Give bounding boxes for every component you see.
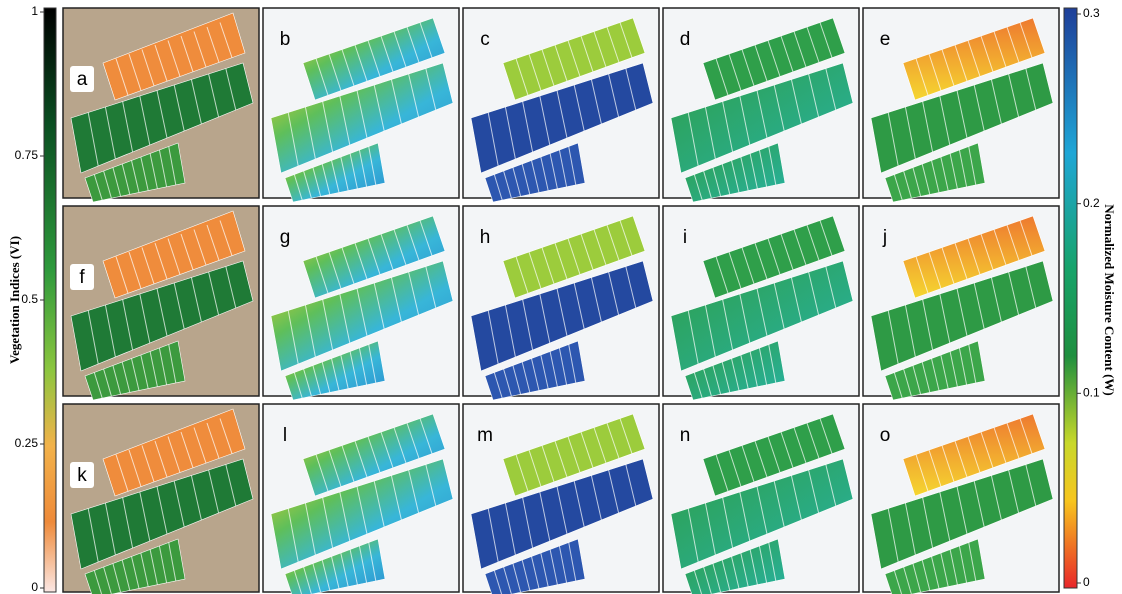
panel: h xyxy=(463,206,659,400)
panel: o xyxy=(863,404,1059,594)
vi-label: Vegetation Indices (VI) xyxy=(7,236,22,364)
panel: l xyxy=(263,404,459,594)
panel-letter: o xyxy=(880,425,891,446)
tick-label: 0.25 xyxy=(15,436,39,450)
panel-letter: j xyxy=(882,227,887,248)
tick-label: 0.3 xyxy=(1083,6,1100,20)
panel-letter: a xyxy=(77,69,88,90)
panel: a xyxy=(63,8,259,202)
panel-letter: i xyxy=(683,227,687,248)
panel: f xyxy=(63,206,259,400)
panel-letter: c xyxy=(480,29,490,50)
figure: Vegetation Indices (VI) Normalized Moist… xyxy=(0,0,1122,594)
panel-letter: m xyxy=(477,425,493,446)
panel-letter: e xyxy=(880,29,891,50)
panel: g xyxy=(263,206,459,400)
panel-letter: d xyxy=(680,29,691,50)
vi-colorbar xyxy=(44,8,56,592)
tick-label: 0.5 xyxy=(21,292,38,306)
tick-label: 0.75 xyxy=(15,148,39,162)
panel: i xyxy=(663,206,859,400)
panel-letter: k xyxy=(77,465,87,486)
panel-letter: b xyxy=(280,29,291,50)
panel: k xyxy=(63,404,259,594)
panel-letter: l xyxy=(283,425,287,446)
tick-label: 0.1 xyxy=(1083,386,1100,400)
panel-letter: g xyxy=(280,227,291,248)
panel: b xyxy=(263,8,459,202)
panel-letter: n xyxy=(680,425,691,446)
panel-letter: f xyxy=(79,267,85,288)
tick-label: 0 xyxy=(1083,575,1090,589)
w-colorbar xyxy=(1064,8,1077,588)
panel: n xyxy=(663,404,859,594)
panel: d xyxy=(663,8,859,202)
w-label: Normalized Moisture Content (W) xyxy=(1102,204,1117,395)
tick-label: 1 xyxy=(31,4,38,18)
panel-letter: h xyxy=(480,227,491,248)
panel: m xyxy=(463,404,659,594)
panel: c xyxy=(463,8,659,202)
tick-label: 0.2 xyxy=(1083,196,1100,210)
panel: e xyxy=(863,8,1059,202)
panel: j xyxy=(863,206,1059,400)
tick-label: 0 xyxy=(31,580,38,594)
